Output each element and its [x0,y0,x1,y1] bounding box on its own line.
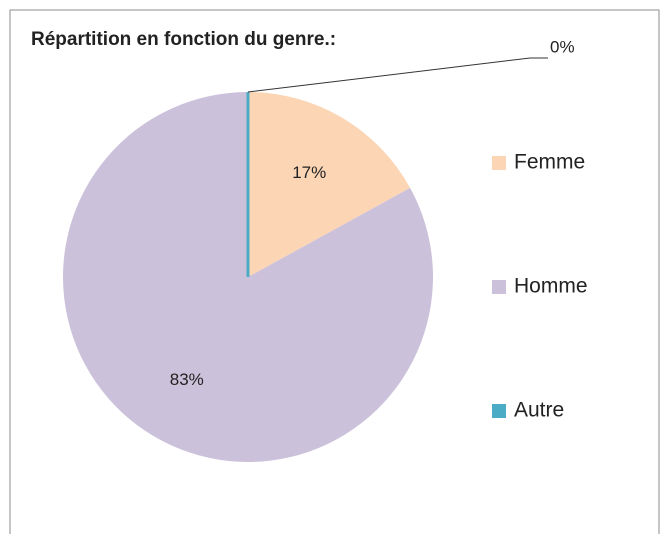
legend-label: Autre [514,399,564,422]
data-label: 0% [550,37,575,56]
leader-line [247,57,548,93]
legend-swatch [492,280,506,294]
pie-slice [248,92,411,277]
legend-swatch [492,156,506,170]
data-label: 83% [170,370,204,389]
legend-label: Homme [514,275,588,298]
legend-swatch [492,404,506,418]
chart-title: Répartition en fonction du genre.: [31,29,336,50]
data-label: 17% [292,163,326,182]
legend-label: Femme [514,151,585,174]
